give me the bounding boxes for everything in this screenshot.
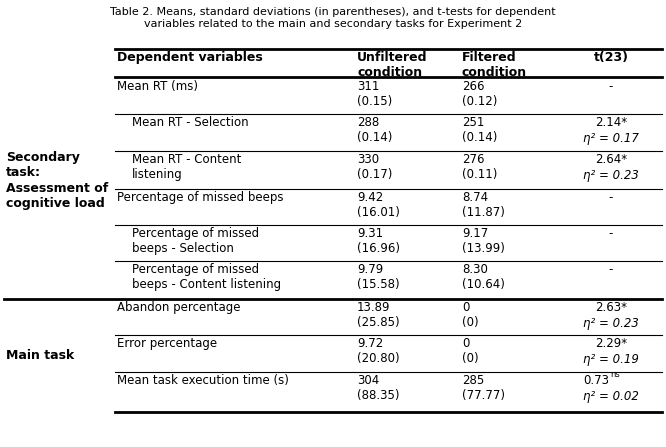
Text: ns: ns	[610, 370, 620, 379]
Text: η² = 0.23: η² = 0.23	[583, 169, 639, 182]
Text: 2.29*: 2.29*	[595, 337, 627, 350]
Text: 330
(0.17): 330 (0.17)	[357, 153, 392, 181]
Text: Percentage of missed
beeps - Content listening: Percentage of missed beeps - Content lis…	[132, 263, 281, 291]
Text: 9.31
(16.96): 9.31 (16.96)	[357, 227, 400, 255]
Text: t(23): t(23)	[593, 51, 629, 64]
Text: Dependent variables: Dependent variables	[117, 51, 263, 64]
Text: 304
(88.35): 304 (88.35)	[357, 374, 400, 402]
Text: 276
(0.11): 276 (0.11)	[462, 153, 498, 181]
Text: 8.74
(11.87): 8.74 (11.87)	[462, 191, 505, 219]
Text: η² = 0.19: η² = 0.19	[583, 353, 639, 366]
Text: 311
(0.15): 311 (0.15)	[357, 80, 392, 108]
Text: η² = 0.17: η² = 0.17	[583, 132, 639, 145]
Text: 0.73: 0.73	[583, 374, 609, 387]
Text: 9.17
(13.99): 9.17 (13.99)	[462, 227, 505, 255]
Text: -: -	[609, 263, 613, 276]
Text: -: -	[609, 80, 613, 93]
Text: Abandon percentage: Abandon percentage	[117, 301, 240, 314]
Text: Unfiltered
condition: Unfiltered condition	[357, 51, 428, 79]
Text: Main task: Main task	[6, 349, 74, 362]
Text: 9.79
(15.58): 9.79 (15.58)	[357, 263, 400, 291]
Text: -: -	[609, 191, 613, 204]
Text: Filtered
condition: Filtered condition	[462, 51, 527, 79]
Text: 251
(0.14): 251 (0.14)	[462, 116, 498, 144]
Text: Secondary
task:
Assessment of
cognitive load: Secondary task: Assessment of cognitive …	[6, 152, 109, 210]
Text: 0
(0): 0 (0)	[462, 301, 479, 329]
Text: 2.63*: 2.63*	[595, 301, 627, 314]
Text: 288
(0.14): 288 (0.14)	[357, 116, 392, 144]
Text: 13.89
(25.85): 13.89 (25.85)	[357, 301, 400, 329]
Text: Mean RT (ms): Mean RT (ms)	[117, 80, 198, 93]
Text: Mean RT - Selection: Mean RT - Selection	[132, 116, 248, 129]
Text: 9.72
(20.80): 9.72 (20.80)	[357, 337, 400, 365]
Text: Mean RT - Content
listening: Mean RT - Content listening	[132, 153, 241, 181]
Text: 2.64*: 2.64*	[595, 153, 627, 166]
Text: 0
(0): 0 (0)	[462, 337, 479, 365]
Text: 266
(0.12): 266 (0.12)	[462, 80, 498, 108]
Text: 285
(77.77): 285 (77.77)	[462, 374, 505, 402]
Text: 8.30
(10.64): 8.30 (10.64)	[462, 263, 505, 291]
Text: Mean task execution time (s): Mean task execution time (s)	[117, 374, 289, 387]
Text: -: -	[609, 227, 613, 240]
Text: 9.42
(16.01): 9.42 (16.01)	[357, 191, 400, 219]
Text: Table 2. Means, standard deviations (in parentheses), and t-tests for dependent
: Table 2. Means, standard deviations (in …	[110, 7, 556, 29]
Text: η² = 0.23: η² = 0.23	[583, 317, 639, 330]
Text: η² = 0.02: η² = 0.02	[583, 390, 639, 403]
Text: Percentage of missed
beeps - Selection: Percentage of missed beeps - Selection	[132, 227, 259, 255]
Text: Error percentage: Error percentage	[117, 337, 217, 350]
Text: 2.14*: 2.14*	[595, 116, 627, 129]
Text: Percentage of missed beeps: Percentage of missed beeps	[117, 191, 284, 204]
